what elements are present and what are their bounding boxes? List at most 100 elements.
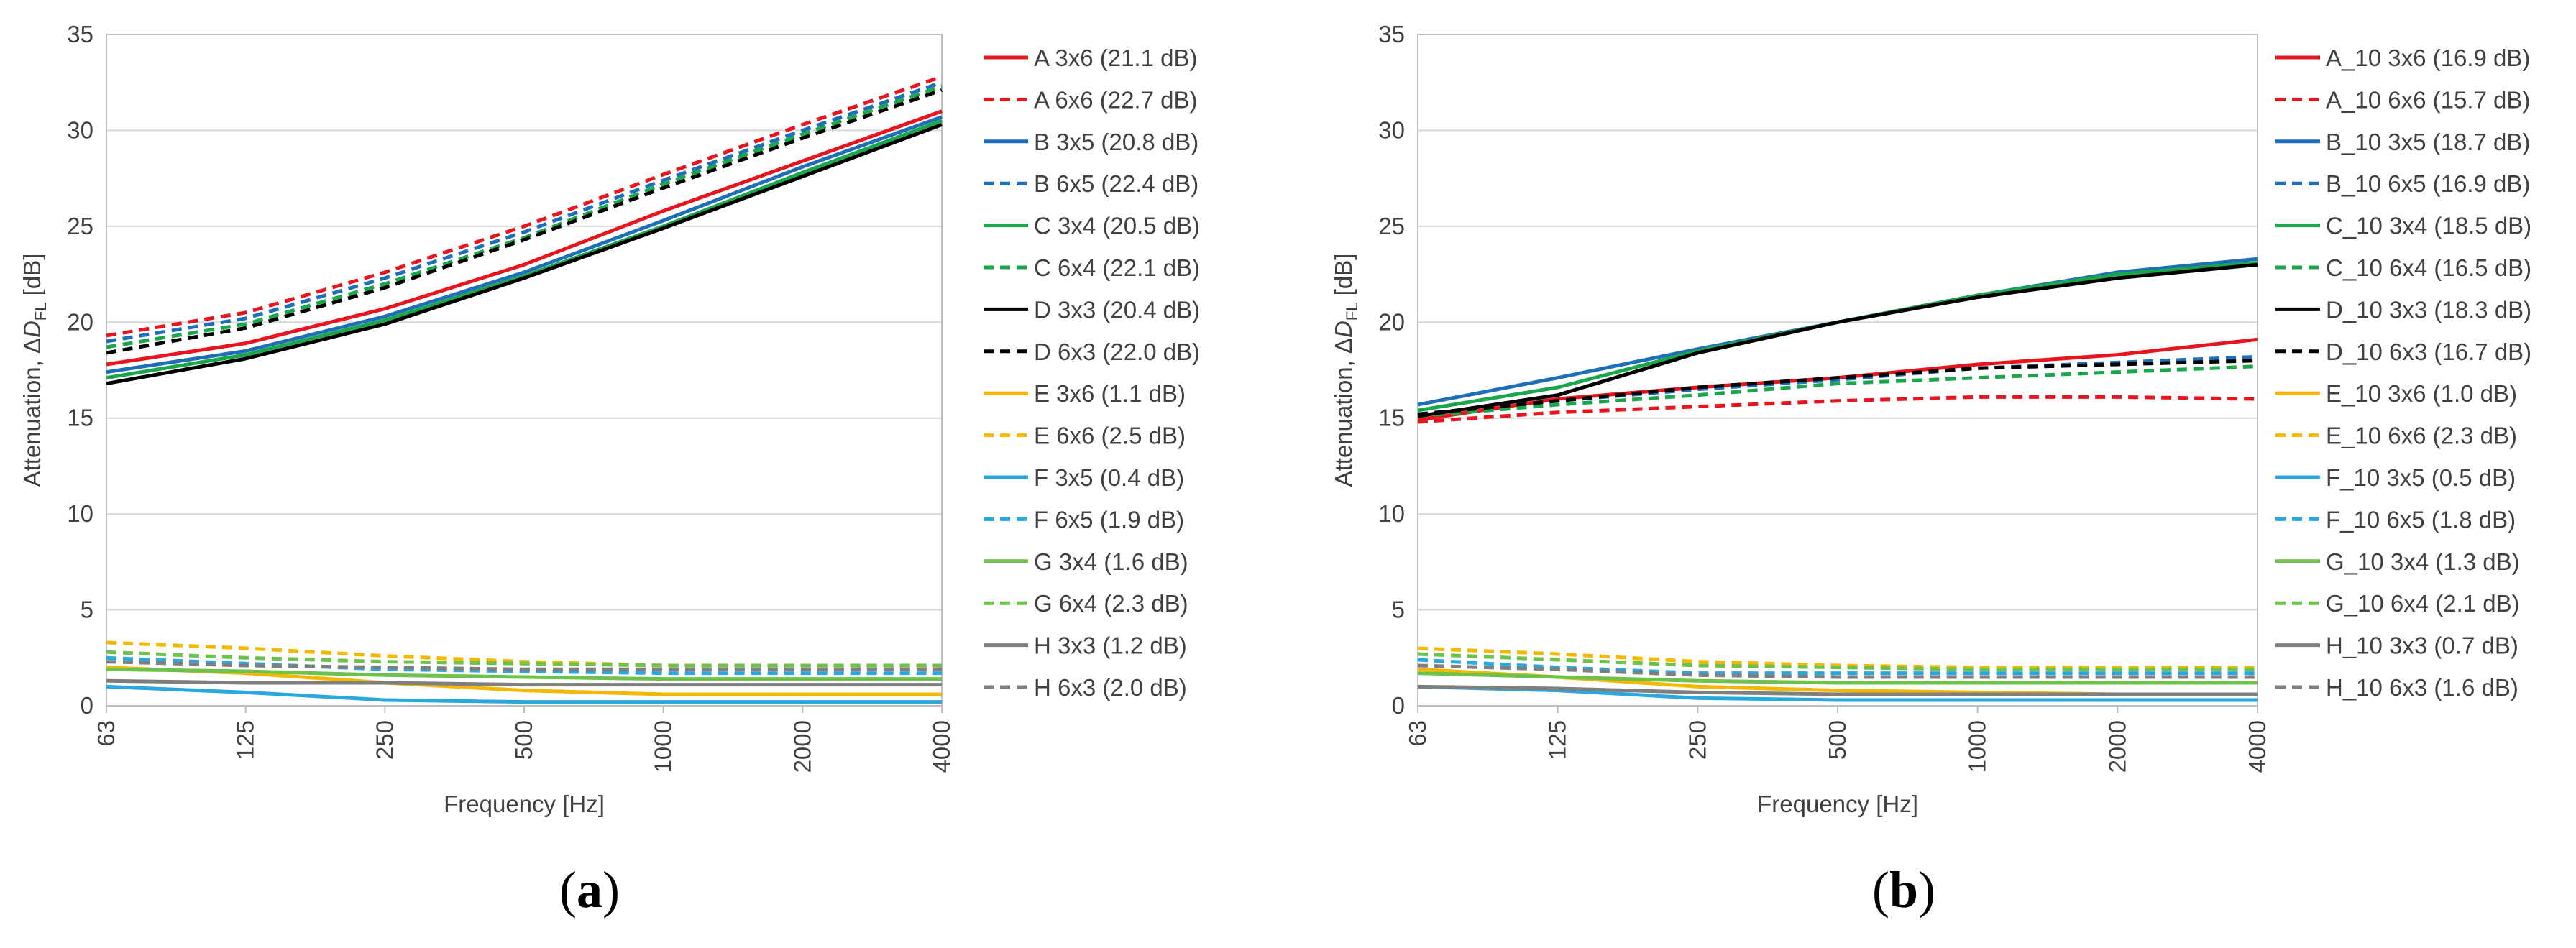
pa-series-h-6x3-line bbox=[106, 660, 942, 671]
pb-series-f-10-3x5-line bbox=[1417, 684, 2258, 702]
pa-y-tick-label: 35 bbox=[67, 21, 93, 47]
pa-x-tick-label: 500 bbox=[510, 720, 537, 760]
pb-y-tick-label: 10 bbox=[1378, 500, 1405, 527]
pa-series-a-6x6-line bbox=[106, 75, 943, 338]
pa-series-h-3x3-line bbox=[106, 678, 942, 687]
pa-plot-area bbox=[106, 34, 943, 707]
chart-a: 0 5 10 15 20 25 30 35 63 125 250 500 1000 2000 4000 Fre… bbox=[19, 21, 1200, 919]
pa-y-tick-label: 0 bbox=[81, 692, 93, 719]
pb-series-h-10-6x3-line bbox=[1417, 663, 2258, 679]
pb-x-tick-label: 1000 bbox=[1964, 720, 1991, 773]
pb-x-tick-label: 250 bbox=[1684, 720, 1710, 760]
pb-legend: A_10 3x6 (16.9 dB) A_10 6x6 (15.7 dB) B_10… bbox=[2275, 45, 2531, 701]
pa-series-f-3x5-line bbox=[106, 684, 942, 704]
pb-legend-label: C_10 3x4 (18.5 dB) bbox=[2326, 213, 2531, 239]
pa-legend-label: H 3x3 (1.2 dB) bbox=[1034, 632, 1187, 659]
pb-legend-label: B_10 3x5 (18.7 dB) bbox=[2326, 129, 2530, 155]
pa-panel-label: (a) bbox=[559, 861, 620, 919]
pa-legend-label: B 6x5 (22.4 dB) bbox=[1034, 170, 1198, 197]
pa-legend-label: H 6x3 (2.0 dB) bbox=[1034, 674, 1187, 701]
pb-legend-label: C_10 6x4 (16.5 dB) bbox=[2326, 254, 2531, 281]
pa-legend: A 3x6 (21.1 dB) A 6x6 (22.7 dB) B 3x5 (20.… bbox=[984, 45, 1200, 701]
pa-series-d-3x3-line bbox=[106, 123, 943, 386]
pa-series-f-6x5-line bbox=[106, 655, 942, 676]
chart-b: 0 5 10 15 20 25 30 35 63 125 250 500 1000 2000 4000 Fre… bbox=[1330, 21, 2531, 919]
pb-y-axis-title-suffix: [dB] bbox=[1330, 254, 1357, 303]
pa-y-tick-label: 25 bbox=[67, 213, 93, 239]
pa-series-c-6x4-line bbox=[106, 84, 943, 349]
pa-legend-label: G 3x4 (1.6 dB) bbox=[1034, 548, 1188, 575]
pb-series-c-10-3x4-line bbox=[1417, 261, 2258, 413]
pb-x-tick-label: 125 bbox=[1544, 720, 1571, 760]
pb-y-tick-label: 15 bbox=[1378, 405, 1405, 431]
pb-series-e-10-6x6-line bbox=[1417, 646, 2258, 670]
pb-y-tick-label: 30 bbox=[1378, 116, 1405, 143]
pb-legend-label: B_10 6x5 (16.9 dB) bbox=[2326, 170, 2530, 197]
pa-y-tick-label: 5 bbox=[81, 597, 93, 623]
pb-x-axis-title: Frequency [Hz] bbox=[1757, 791, 1918, 817]
pa-series-b-3x5-line bbox=[106, 115, 943, 374]
pa-panel-label-open: ( bbox=[559, 861, 577, 919]
pb-y-axis-title-sub: FL bbox=[1343, 302, 1361, 321]
pa-legend-label: C 3x4 (20.5 dB) bbox=[1034, 213, 1200, 239]
pb-y-axis-title: Attenuation, ΔDFL [dB] bbox=[1330, 254, 1361, 487]
pb-legend-label: A_10 6x6 (15.7 dB) bbox=[2326, 86, 2530, 113]
pa-series-a-3x6-line bbox=[106, 109, 943, 367]
pa-y-axis-title-sub: FL bbox=[32, 302, 50, 321]
pa-legend-label: E 6x6 (2.5 dB) bbox=[1034, 423, 1186, 449]
pa-series-e-3x6-line bbox=[106, 666, 942, 696]
pa-x-tick-label: 125 bbox=[232, 720, 259, 760]
pa-legend-label: A 3x6 (21.1 dB) bbox=[1034, 45, 1197, 71]
pb-series-g-10-6x4-line bbox=[1417, 652, 2258, 671]
pa-y-tick-label: 20 bbox=[67, 308, 93, 335]
pa-x-tick-label: 2000 bbox=[789, 720, 815, 773]
pa-legend-label: B 3x5 (20.8 dB) bbox=[1034, 129, 1198, 155]
pb-series-a-10-6x6-line bbox=[1417, 395, 2258, 424]
pa-y-axis-title: Attenuation, ΔDFL [dB] bbox=[19, 254, 50, 487]
pb-legend-label: F_10 3x5 (0.5 dB) bbox=[2326, 464, 2516, 491]
pb-series-d-10-6x3-line bbox=[1417, 359, 2258, 416]
pa-y-tick-label: 30 bbox=[67, 116, 93, 143]
pa-series-d-6x3-line bbox=[106, 88, 943, 355]
pb-legend-label: E_10 6x6 (2.3 dB) bbox=[2326, 423, 2517, 449]
pa-panel-label-close: ) bbox=[602, 861, 620, 919]
pa-legend-label: G 6x4 (2.3 dB) bbox=[1034, 590, 1188, 617]
pb-series-f-10-6x5-line bbox=[1417, 658, 2258, 676]
pb-y-axis-title-prefix: Attenuation, Δ bbox=[1330, 338, 1357, 487]
pa-y-axis-title-var: D bbox=[19, 321, 45, 338]
pb-series-g-10-3x4-line bbox=[1417, 671, 2258, 685]
pb-x-tick-label: 2000 bbox=[2104, 720, 2130, 773]
pb-y-tick-label: 25 bbox=[1378, 213, 1405, 239]
pa-y-axis-title-prefix: Attenuation, Δ bbox=[19, 338, 45, 487]
pb-legend-label: D_10 6x3 (16.7 dB) bbox=[2326, 339, 2531, 365]
pa-legend-label: F 6x5 (1.9 dB) bbox=[1034, 506, 1184, 533]
pa-legend-label: A 6x6 (22.7 dB) bbox=[1034, 86, 1197, 113]
pb-legend-label: E_10 3x6 (1.0 dB) bbox=[2326, 380, 2517, 407]
pa-y-axis-title-suffix: [dB] bbox=[19, 254, 45, 303]
pa-series-b-6x5-line bbox=[106, 80, 943, 344]
pb-panel-label-close: ) bbox=[1918, 861, 1935, 919]
pb-legend-label: A_10 3x6 (16.9 dB) bbox=[2326, 45, 2530, 71]
pb-series-d-10-3x3-line bbox=[1417, 262, 2258, 418]
pa-x-axis-title: Frequency [Hz] bbox=[444, 791, 605, 817]
pa-x-tick-label: 250 bbox=[371, 720, 398, 760]
pa-panel-label-letter: a bbox=[577, 861, 602, 919]
pb-legend-label: H_10 3x3 (0.7 dB) bbox=[2326, 632, 2518, 659]
pb-legend-label: G_10 6x4 (2.1 dB) bbox=[2326, 590, 2520, 617]
pa-legend-label: F 3x5 (0.4 dB) bbox=[1034, 464, 1184, 491]
pb-panel-label: (b) bbox=[1872, 861, 1935, 919]
pa-series-g-6x4-line bbox=[106, 650, 942, 668]
pb-panel-label-letter: b bbox=[1889, 861, 1918, 919]
pb-y-tick-label: 20 bbox=[1378, 308, 1405, 335]
pb-series-c-10-6x4-line bbox=[1417, 364, 2258, 418]
pb-series-lines bbox=[1417, 257, 2258, 702]
pb-legend-label: G_10 3x4 (1.3 dB) bbox=[2326, 548, 2520, 575]
pb-series-h-10-3x3-line bbox=[1417, 684, 2258, 696]
pa-x-tick-label: 4000 bbox=[928, 720, 955, 773]
pb-y-tick-label: 5 bbox=[1392, 597, 1405, 623]
pa-y-tick-label: 15 bbox=[67, 405, 93, 431]
pb-x-tick-label: 4000 bbox=[2244, 720, 2270, 773]
pa-series-c-3x4-line bbox=[106, 119, 943, 380]
pa-series-g-3x4-line bbox=[106, 667, 942, 681]
